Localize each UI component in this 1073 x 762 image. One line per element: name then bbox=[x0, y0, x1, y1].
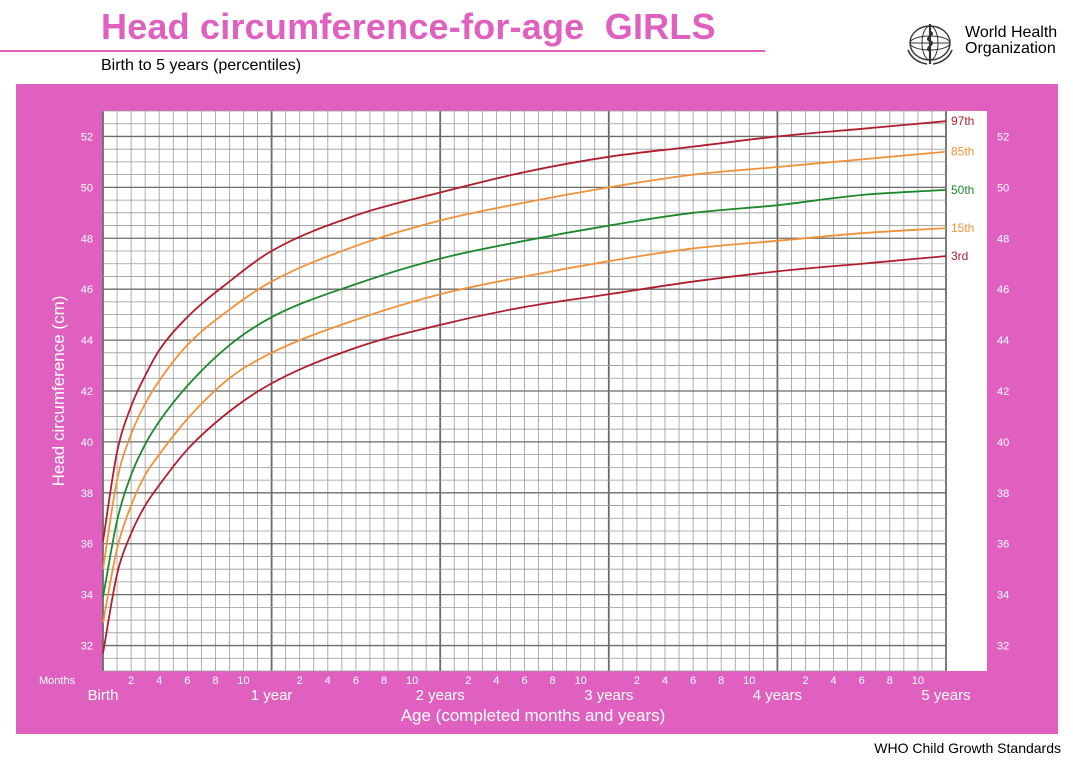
y-tick-label-right: 48 bbox=[997, 233, 1009, 245]
series-label-85th: 85th bbox=[951, 145, 974, 159]
y-tick-label-left: 44 bbox=[81, 335, 93, 347]
x-tick-label-year: Birth bbox=[88, 687, 119, 704]
y-tick-label-left: 40 bbox=[81, 437, 93, 449]
x-tick-label-year: 3 years bbox=[584, 687, 633, 704]
x-tick-label-month: 8 bbox=[887, 675, 893, 687]
y-tick-label-left: 48 bbox=[81, 233, 93, 245]
org-name-line-1: World Health bbox=[965, 24, 1058, 41]
y-tick-label-right: 42 bbox=[997, 386, 1009, 398]
axis-labels: Age (completed months and years) Head ci… bbox=[39, 131, 1009, 725]
x-tick-label-year: 5 years bbox=[921, 687, 970, 704]
chart-subtitle: Birth to 5 years (percentiles) bbox=[101, 57, 302, 74]
x-tick-label-month: 4 bbox=[325, 675, 331, 687]
x-tick-label-month: 8 bbox=[718, 675, 724, 687]
percentile-curve-15th bbox=[102, 227, 947, 623]
title-rule bbox=[0, 50, 765, 52]
series-label-97th: 97th bbox=[951, 114, 974, 128]
who-organization-name: World Health Organization bbox=[965, 25, 1070, 57]
x-tick-label-month: 6 bbox=[184, 675, 190, 687]
y-tick-label-right: 44 bbox=[997, 335, 1009, 347]
y-tick-label-right: 46 bbox=[997, 284, 1009, 296]
x-tick-label-month: 4 bbox=[662, 675, 668, 687]
y-tick-label-right: 34 bbox=[997, 590, 1009, 602]
y-tick-label-right: 38 bbox=[997, 488, 1009, 500]
x-tick-label-month: 6 bbox=[353, 675, 359, 687]
percentile-curve-85th bbox=[102, 150, 947, 570]
x-tick-label-month: 10 bbox=[237, 675, 249, 687]
x-tick-label-month: 8 bbox=[381, 675, 387, 687]
series-label-15th: 15th bbox=[951, 221, 974, 235]
x-tick-label-month: 6 bbox=[859, 675, 865, 687]
x-tick-label-month: 2 bbox=[128, 675, 134, 687]
y-tick-label-right: 32 bbox=[997, 641, 1009, 653]
x-unit-label: Months bbox=[39, 675, 76, 687]
x-tick-label-month: 2 bbox=[634, 675, 640, 687]
x-tick-label-month: 4 bbox=[493, 675, 499, 687]
y-tick-label-right: 36 bbox=[997, 539, 1009, 551]
y-axis-title: Head circumference (cm) bbox=[49, 296, 68, 487]
series-label-3rd: 3rd bbox=[951, 249, 968, 263]
grid bbox=[102, 110, 947, 672]
y-tick-label-right: 40 bbox=[997, 437, 1009, 449]
org-name-line-2: Organization bbox=[965, 40, 1056, 57]
who-emblem-logo bbox=[907, 24, 953, 65]
series-label-50th: 50th bbox=[951, 183, 974, 197]
y-tick-label-left: 50 bbox=[81, 182, 93, 194]
x-tick-label-month: 6 bbox=[690, 675, 696, 687]
x-tick-label-month: 10 bbox=[912, 675, 924, 687]
y-tick-label-left: 38 bbox=[81, 488, 93, 500]
x-tick-label-year: 2 years bbox=[416, 687, 465, 704]
chart-title: Head circumference-for-age GIRLS bbox=[101, 6, 716, 47]
percentile-curve-97th bbox=[102, 120, 947, 542]
x-tick-label-month: 10 bbox=[743, 675, 755, 687]
percentile-curves: 97th 85th 50th 15th 3rd bbox=[102, 114, 974, 654]
y-tick-label-left: 42 bbox=[81, 386, 93, 398]
y-tick-label-left: 46 bbox=[81, 284, 93, 296]
x-tick-label-month: 10 bbox=[575, 675, 587, 687]
x-axis-title: Age (completed months and years) bbox=[401, 706, 666, 725]
x-tick-label-year: 4 years bbox=[753, 687, 802, 704]
source-label: WHO Child Growth Standards bbox=[874, 740, 1061, 756]
x-tick-label-month: 4 bbox=[831, 675, 837, 687]
percentile-curve-50th bbox=[102, 189, 947, 598]
y-tick-label-right: 52 bbox=[997, 131, 1009, 143]
y-tick-label-right: 50 bbox=[997, 182, 1009, 194]
x-tick-label-month: 2 bbox=[297, 675, 303, 687]
x-tick-label-month: 8 bbox=[550, 675, 556, 687]
y-tick-label-left: 36 bbox=[81, 539, 93, 551]
x-tick-label-month: 8 bbox=[212, 675, 218, 687]
x-tick-label-month: 4 bbox=[156, 675, 162, 687]
y-tick-label-left: 32 bbox=[81, 641, 93, 653]
x-tick-label-month: 6 bbox=[521, 675, 527, 687]
x-tick-label-month: 10 bbox=[406, 675, 418, 687]
x-tick-label-month: 2 bbox=[802, 675, 808, 687]
percentile-curve-3rd bbox=[102, 255, 947, 654]
x-tick-label-year: 1 year bbox=[251, 687, 293, 704]
y-tick-label-left: 34 bbox=[81, 590, 93, 602]
x-tick-label-month: 2 bbox=[465, 675, 471, 687]
y-tick-label-left: 52 bbox=[81, 131, 93, 143]
